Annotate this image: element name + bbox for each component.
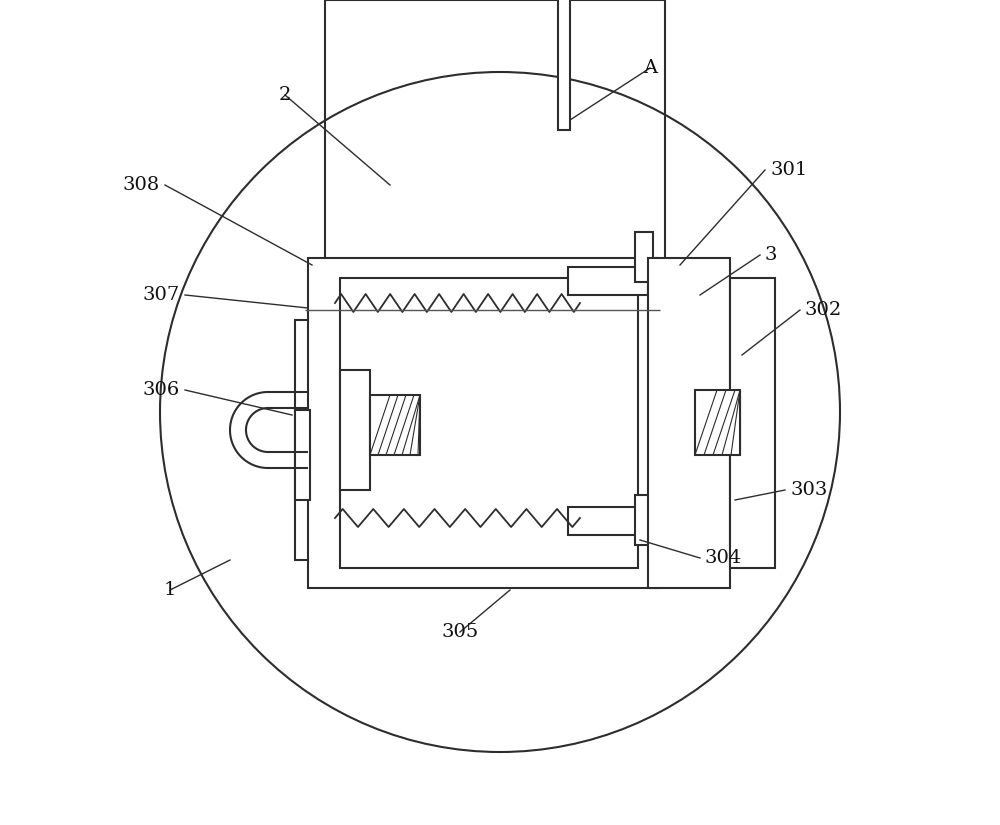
Text: 308: 308: [123, 176, 160, 194]
Bar: [730, 278, 775, 568]
Bar: [340, 278, 638, 568]
Text: 3: 3: [765, 246, 778, 264]
Bar: [325, 0, 665, 270]
Bar: [295, 320, 325, 560]
Text: 307: 307: [143, 286, 180, 304]
Text: A: A: [643, 59, 657, 77]
Bar: [558, 0, 570, 130]
Text: 304: 304: [705, 549, 742, 567]
Text: 301: 301: [770, 161, 807, 179]
Text: 305: 305: [441, 623, 479, 641]
Bar: [635, 495, 653, 545]
Bar: [648, 258, 730, 588]
Bar: [635, 232, 653, 282]
Text: 303: 303: [790, 481, 827, 499]
Bar: [370, 395, 420, 455]
Text: 306: 306: [143, 381, 180, 399]
Bar: [568, 267, 648, 295]
Text: 302: 302: [805, 301, 842, 319]
Text: 2: 2: [279, 86, 291, 104]
Bar: [340, 370, 370, 490]
Bar: [568, 507, 648, 535]
Bar: [308, 258, 658, 588]
Bar: [695, 390, 740, 455]
Bar: [295, 410, 310, 500]
Text: 1: 1: [164, 581, 176, 599]
